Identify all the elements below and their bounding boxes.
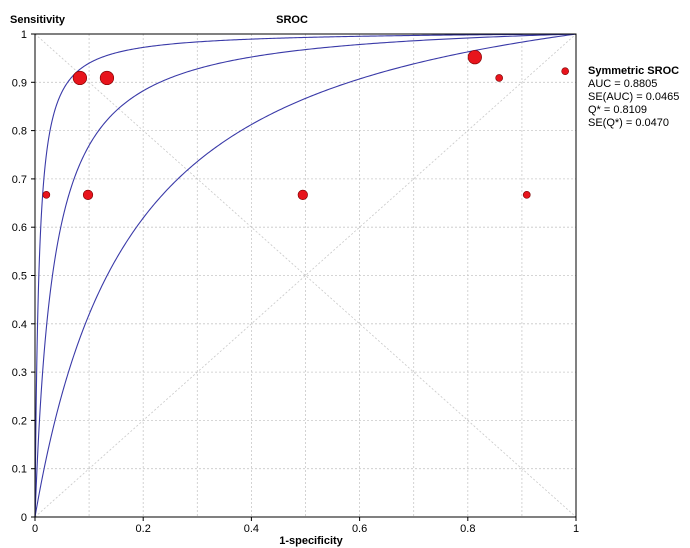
y-tick-label: 0.7 [12,174,27,186]
legend-se-auc: SE(AUC) = 0.0465 [588,91,679,103]
x-tick-label: 0.8 [460,523,475,535]
sroc-curve-2 [34,33,577,518]
x-tick-label: 0.4 [244,523,259,535]
y-tick-label: 1 [21,29,27,41]
x-axis-ticks: 0 0.2 0.4 0.6 0.8 1 [32,517,579,535]
study-points [42,50,569,200]
x-tick-label: 0.2 [136,523,151,535]
study-point-0 [72,70,88,86]
y-tick-label: 0.6 [12,222,27,234]
sroc-curves [34,33,577,518]
y-tick-label: 0.2 [12,415,27,427]
study-point-8 [522,191,531,199]
y-axis-ticks: 0 0.1 0.2 0.3 0.4 0.5 0.6 0.7 0.8 0.9 1 [12,29,35,524]
study-point-4 [561,67,569,75]
legend-se-q-star: SE(Q*) = 0.0470 [588,117,669,129]
y-axis-title: Sensitivity [10,14,66,26]
y-tick-label: 0.4 [12,319,27,331]
legend-q-star: Q* = 0.8109 [588,104,647,116]
study-point-6 [82,189,94,200]
y-tick-label: 0.5 [12,271,27,283]
chart-title: SROC [276,14,308,26]
x-axis-title: 1-specificity [279,535,343,547]
reference-diagonals [34,33,577,518]
study-point-1 [99,70,115,86]
grid [35,34,576,517]
y-tick-label: 0.3 [12,367,27,379]
diagonal-q-star-line [34,33,577,518]
x-tick-label: 0 [32,523,38,535]
study-point-7 [297,189,308,200]
diagonal-chance-line [34,33,577,518]
sroc-curve-1 [34,33,577,517]
y-tick-label: 0.8 [12,126,27,138]
study-point-5 [42,191,51,199]
y-tick-label: 0.1 [12,464,27,476]
x-tick-label: 1 [573,523,579,535]
y-tick-label: 0 [21,512,27,524]
study-point-3 [495,74,503,82]
study-point-2 [467,50,482,65]
legend-auc: AUC = 0.8805 [588,78,657,90]
x-tick-label: 0.6 [352,523,367,535]
sroc-curve-0 [34,33,577,517]
legend: Symmetric SROC AUC = 0.8805 SE(AUC) = 0.… [588,65,679,129]
legend-title: Symmetric SROC [588,65,679,77]
y-tick-label: 0.9 [12,77,27,89]
